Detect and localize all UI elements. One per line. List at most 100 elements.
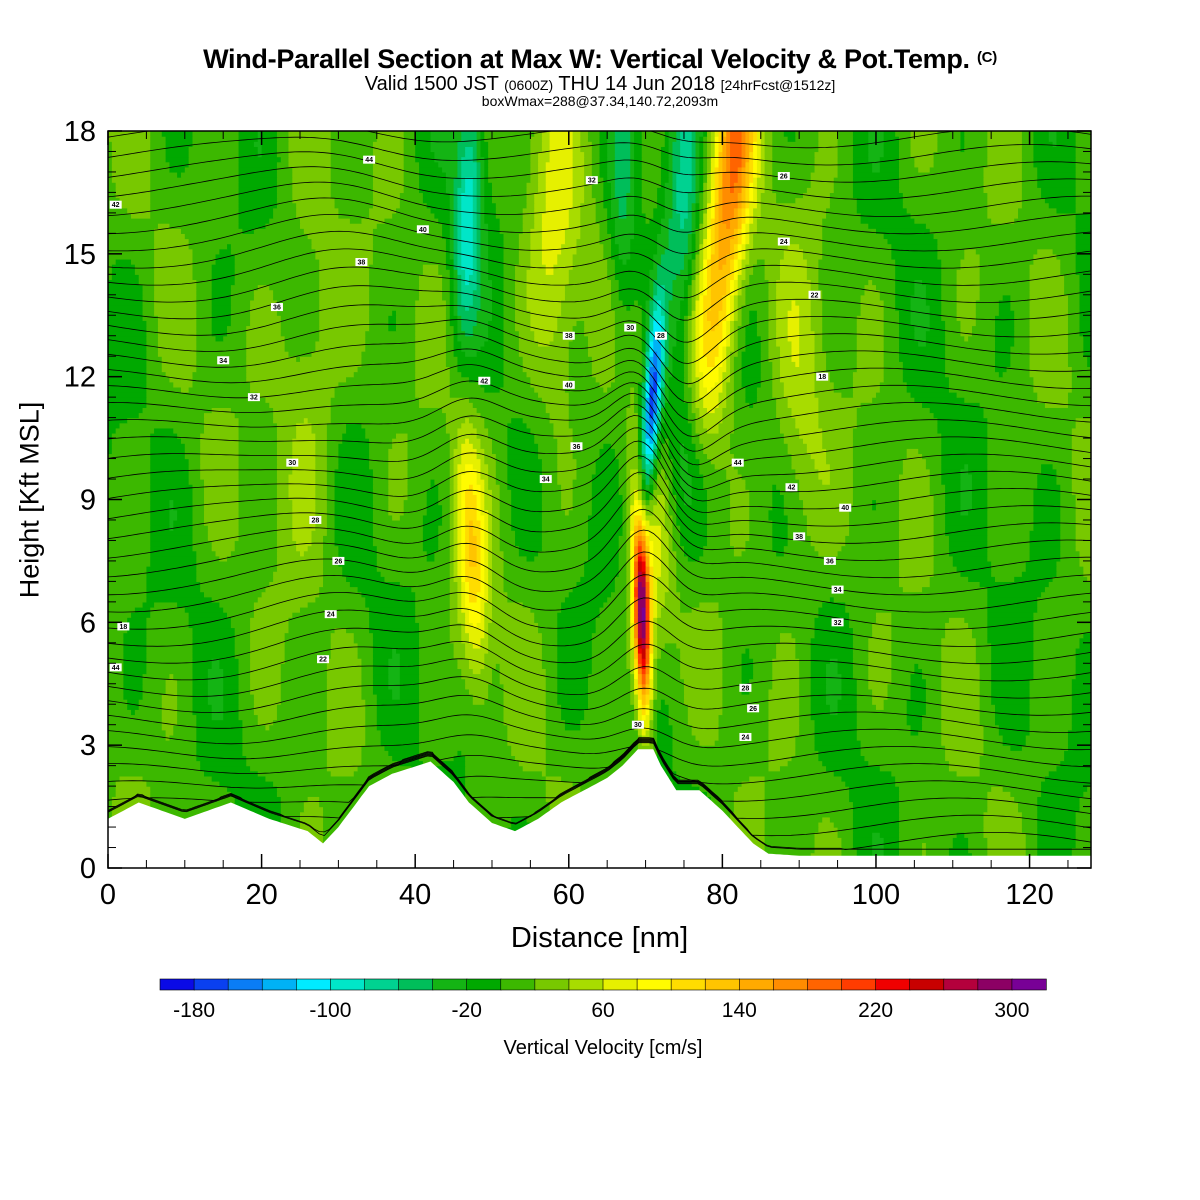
velocity-cell — [672, 734, 697, 741]
velocity-cell — [557, 320, 578, 327]
velocity-cell — [691, 366, 697, 373]
velocity-cell — [165, 683, 178, 690]
velocity-cell — [108, 356, 147, 362]
velocity-cell — [468, 550, 478, 557]
velocity-cell — [1075, 653, 1091, 659]
velocity-cell — [369, 325, 389, 332]
velocity-cell — [557, 453, 574, 460]
velocity-cell — [733, 310, 739, 316]
velocity-cell — [776, 299, 793, 306]
velocity-cell — [138, 412, 205, 419]
velocity-cell — [987, 535, 1031, 542]
velocity-cell — [987, 601, 1038, 608]
velocity-cell — [641, 678, 647, 685]
velocity-cell — [641, 719, 651, 726]
velocity-cell — [703, 315, 708, 321]
velocity-cell — [488, 576, 493, 582]
velocity-cell — [449, 468, 455, 475]
velocity-cell — [142, 407, 213, 414]
velocity-cell — [545, 673, 558, 680]
velocity-cell — [326, 668, 363, 675]
velocity-cell — [910, 693, 927, 700]
velocity-cell — [891, 637, 942, 644]
velocity-cell — [787, 448, 808, 455]
velocity-cell — [948, 535, 988, 542]
velocity-cell — [457, 663, 470, 669]
velocity-cell — [1029, 340, 1069, 347]
velocity-cell — [192, 668, 209, 675]
velocity-cell — [849, 519, 900, 526]
velocity-cell — [868, 653, 892, 659]
velocity-cell — [146, 351, 159, 357]
velocity-cell — [503, 345, 520, 352]
velocity-cell — [449, 627, 462, 634]
velocity-cell — [657, 693, 685, 700]
velocity-cell — [326, 422, 347, 429]
velocity-cell — [899, 852, 923, 859]
velocity-cell — [557, 468, 578, 475]
velocity-cell — [472, 294, 482, 301]
velocity-cell — [856, 709, 908, 716]
velocity-cell — [234, 647, 251, 654]
velocity-cell — [649, 699, 654, 705]
velocity-cell — [657, 586, 670, 593]
velocity-cell — [637, 427, 643, 434]
velocity-cell — [975, 647, 992, 654]
velocity-cell — [472, 525, 482, 531]
velocity-cell — [645, 494, 651, 501]
velocity-cell — [1064, 750, 1091, 756]
velocity-cell — [230, 622, 251, 629]
velocity-cell — [645, 366, 651, 373]
velocity-cell — [722, 376, 731, 383]
velocity-cell — [215, 550, 232, 557]
velocity-cell — [108, 540, 151, 547]
velocity-cell — [1060, 530, 1077, 536]
velocity-cell — [653, 632, 658, 639]
velocity-cell — [480, 381, 505, 388]
velocity-cell — [419, 663, 459, 669]
velocity-cell — [453, 299, 459, 306]
velocity-cell — [507, 448, 539, 455]
velocity-cell — [457, 427, 478, 434]
velocity-cell — [653, 688, 658, 695]
velocity-cell — [269, 581, 324, 588]
velocity-cell — [238, 504, 278, 511]
velocity-cell — [776, 284, 812, 291]
velocity-cell — [280, 796, 309, 803]
velocity-cell — [453, 463, 459, 470]
velocity-cell — [491, 673, 501, 680]
velocity-cell — [465, 647, 489, 654]
velocity-cell — [196, 305, 213, 311]
velocity-cell — [484, 453, 497, 460]
velocity-cell — [361, 673, 374, 680]
velocity-cell — [276, 443, 293, 449]
velocity-cell — [672, 351, 685, 357]
velocity-cell — [1067, 305, 1081, 311]
velocity-cell — [826, 663, 839, 669]
velocity-cell — [488, 560, 493, 567]
velocity-cell — [146, 586, 201, 593]
velocity-cell — [764, 821, 819, 828]
velocity-cell — [818, 821, 835, 828]
velocity-cell — [760, 366, 773, 373]
velocity-cell — [442, 514, 451, 521]
velocity-cell — [108, 775, 121, 782]
velocity-cell — [649, 683, 654, 690]
velocity-cell — [664, 325, 670, 332]
velocity-cell — [664, 320, 670, 327]
velocity-cell — [626, 509, 631, 516]
velocity-cell — [691, 325, 697, 332]
velocity-cell — [653, 704, 662, 710]
velocity-cell — [484, 545, 489, 552]
velocity-cell — [476, 596, 482, 603]
velocity-cell — [814, 335, 823, 342]
velocity-cell — [146, 361, 163, 368]
velocity-cell — [1087, 786, 1091, 792]
velocity-cell — [564, 289, 612, 296]
velocity-cell — [626, 473, 631, 480]
velocity-cell — [361, 668, 374, 675]
velocity-cell — [146, 397, 267, 403]
velocity-cell — [491, 545, 501, 552]
velocity-cell — [503, 305, 516, 311]
velocity-cell — [826, 688, 843, 695]
